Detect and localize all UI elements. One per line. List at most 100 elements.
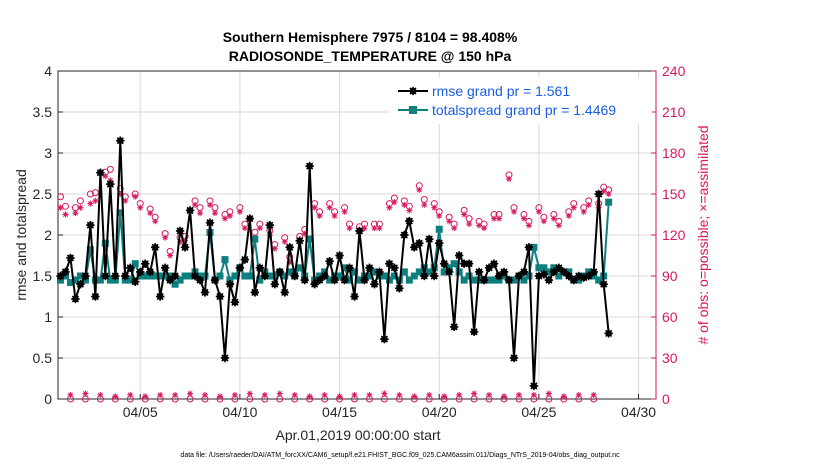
obs-assimilated-point (376, 225, 383, 232)
rmse-point (420, 271, 429, 281)
obs-assimilated-point (197, 210, 204, 217)
obs-assimilated-point (82, 390, 89, 397)
totalspread-point (251, 235, 259, 243)
obs-assimilated-point (331, 212, 338, 219)
rmse-point (310, 280, 319, 289)
chart-subtitle: RADIOSONDE_TEMPERATURE @ 150 hPa (229, 48, 512, 64)
rmse-point (270, 280, 279, 289)
obs-assimilated-point (476, 222, 483, 229)
obs-assimilated-point (570, 204, 577, 211)
rmse-point (250, 288, 260, 297)
totalspread-point (181, 272, 189, 280)
obs-assimilated-point (540, 218, 547, 225)
rmse-point (150, 243, 160, 252)
obs-assimilated-point (431, 204, 438, 211)
obs-possible-point (196, 204, 204, 212)
rmse-point (315, 275, 324, 285)
x-tick-label: 04/10 (222, 404, 257, 420)
obs-assimilated-point (256, 225, 263, 232)
rmse-point (285, 243, 294, 252)
obs-possible-point (251, 228, 259, 236)
obs-assimilated-point (87, 200, 94, 207)
obs-assimilated-point (216, 393, 223, 400)
totalspread-point (326, 276, 334, 284)
totalspread-point (460, 276, 468, 284)
x-tick-label: 04/15 (322, 404, 357, 420)
obs-assimilated-point (231, 391, 238, 398)
totalspread-point (455, 268, 463, 276)
obs-assimilated-point (132, 193, 139, 200)
totalspread-point (66, 279, 74, 287)
obs-assimilated-point (172, 391, 179, 398)
rmse-point (155, 292, 165, 301)
obs-assimilated-point (276, 390, 283, 397)
legend-rmse-label: rmse grand pr = 1.561 (432, 83, 570, 99)
rmse-point (205, 218, 215, 227)
y-axis-right-ticks: 0 30 60 90 120 150 180 210 240 (651, 63, 686, 407)
obs-assimilated-point (291, 391, 298, 398)
y-right-tick-label: 90 (662, 268, 678, 284)
rmse-point (280, 288, 289, 297)
obs-assimilated-point (406, 207, 413, 214)
obs-assimilated-point (162, 234, 169, 241)
obs-assimilated-point (306, 393, 313, 400)
totalspread-point (151, 272, 159, 280)
rmse-point (539, 270, 549, 279)
rmse-point (101, 271, 110, 281)
totalspread-point (490, 276, 498, 284)
rmse-point (230, 298, 240, 307)
rmse-point (175, 226, 185, 236)
obs-assimilated-point (510, 208, 517, 215)
y-tick-label: 0.5 (33, 350, 53, 366)
obs-assimilated-point (496, 215, 503, 222)
y-axis-left-label: rmse and totalspread (13, 169, 29, 301)
obs-assimilated-point (530, 391, 537, 398)
legend: rmse grand pr = 1.561 totalspread grand … (390, 78, 652, 124)
y-axis-right-label: # of obs: o=possible; ×=assimilated (695, 125, 711, 344)
obs-assimilated-point (456, 391, 463, 398)
obs-assimilated-point (575, 391, 582, 398)
rmse-point (275, 267, 284, 277)
y-tick-label: 1.5 (33, 268, 53, 284)
totalspread-point (86, 246, 94, 254)
rmse-point (116, 136, 125, 145)
obs-assimilated-point (585, 201, 592, 208)
rmse-point (449, 322, 459, 332)
obs-assimilated-point (187, 390, 194, 397)
rmse-point (395, 284, 404, 293)
obs-assimilated-point (411, 393, 418, 400)
x-axis-ticks: 04/05 04/10 04/15 04/20 04/25 04/30 (123, 394, 656, 420)
y-tick-label: 3.5 (33, 104, 53, 120)
rmse-point (375, 267, 384, 277)
obs-assimilated-point (366, 391, 373, 398)
rmse-point (400, 230, 409, 240)
obs-assimilated-point (605, 191, 612, 197)
rmse-point (255, 263, 265, 272)
rmse-point (564, 271, 573, 281)
totalspread-point (106, 276, 114, 284)
totalspread-point (355, 276, 363, 284)
obs-possible-point (211, 204, 219, 212)
rmse-series (56, 136, 613, 391)
rmse-point (340, 275, 349, 285)
totalspread-point (221, 256, 229, 264)
totalspread-point (246, 272, 254, 280)
obs-assimilated-point (401, 201, 408, 208)
obs-assimilated-point (326, 204, 333, 211)
obs-assimilated-point (127, 391, 134, 398)
rmse-point (86, 220, 95, 230)
totalspread-point (390, 272, 398, 280)
rmse-point (106, 179, 115, 189)
obs-assimilated-point (211, 210, 218, 217)
rmse-point (225, 280, 235, 289)
totalspread-point (365, 272, 373, 280)
rmse-point (430, 271, 439, 281)
rmse-point (479, 275, 489, 285)
totalspread-point (216, 272, 224, 280)
rmse-point (265, 220, 274, 230)
rmse-point (215, 292, 225, 301)
obs-possible-point (56, 193, 64, 201)
x-tick-label: 04/25 (521, 404, 556, 420)
rmse-point (126, 263, 135, 272)
